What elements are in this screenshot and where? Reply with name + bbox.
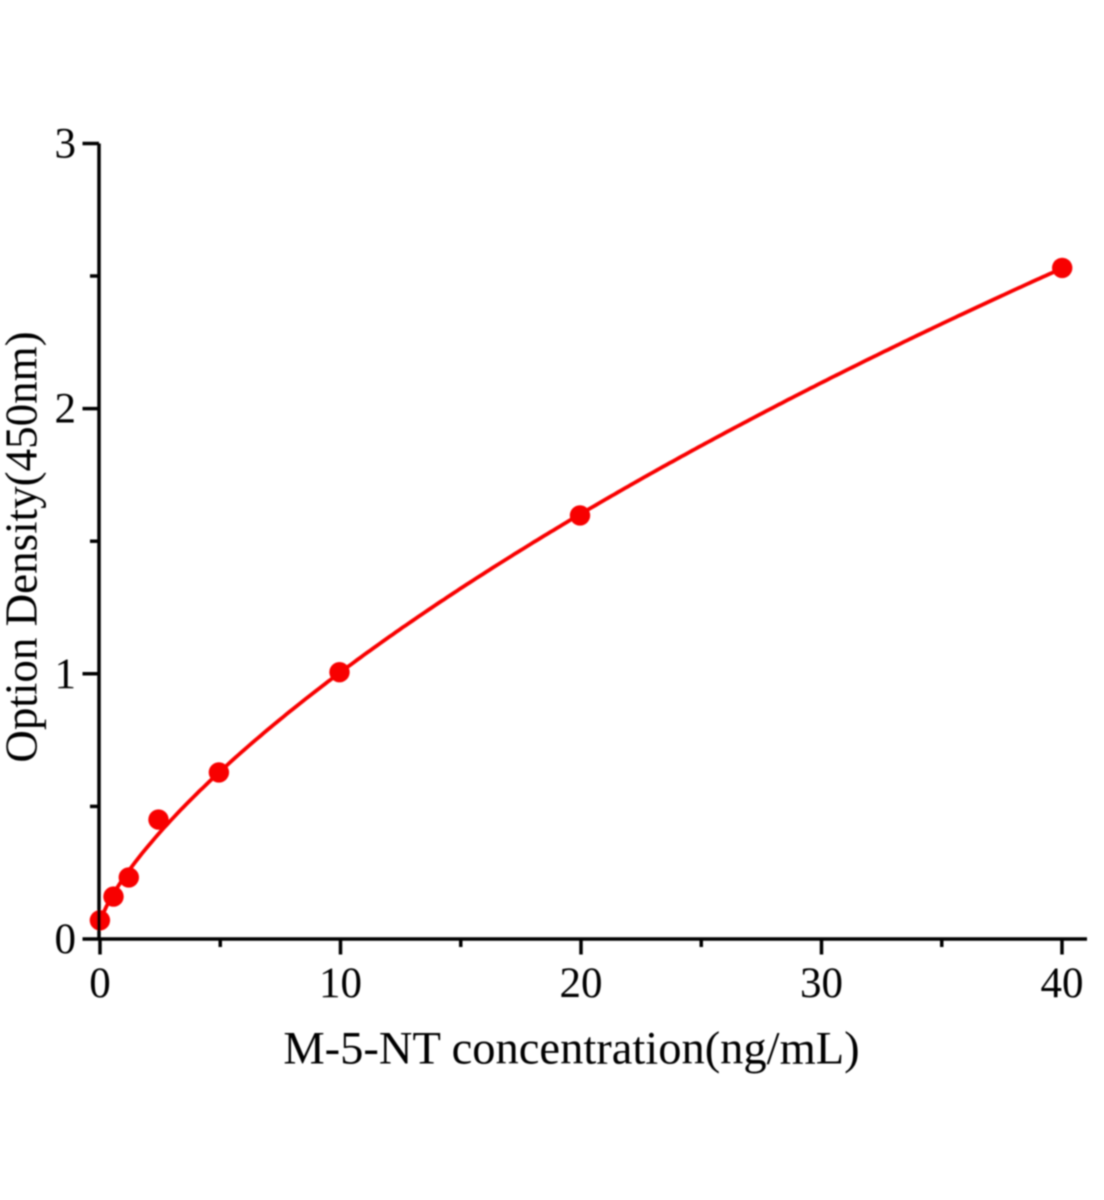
svg-text:Option Density(450nm): Option Density(450nm) — [0, 331, 47, 762]
svg-text:40: 40 — [1041, 960, 1084, 1007]
svg-text:1: 1 — [55, 651, 77, 698]
svg-text:3: 3 — [55, 121, 77, 168]
svg-text:10: 10 — [319, 960, 362, 1007]
svg-text:0: 0 — [89, 960, 111, 1007]
svg-text:30: 30 — [800, 960, 843, 1007]
svg-text:2: 2 — [55, 386, 77, 433]
svg-text:M-5-NT concentration(ng/mL): M-5-NT concentration(ng/mL) — [283, 1024, 859, 1075]
svg-text:20: 20 — [560, 960, 603, 1007]
svg-text:0: 0 — [55, 916, 77, 963]
